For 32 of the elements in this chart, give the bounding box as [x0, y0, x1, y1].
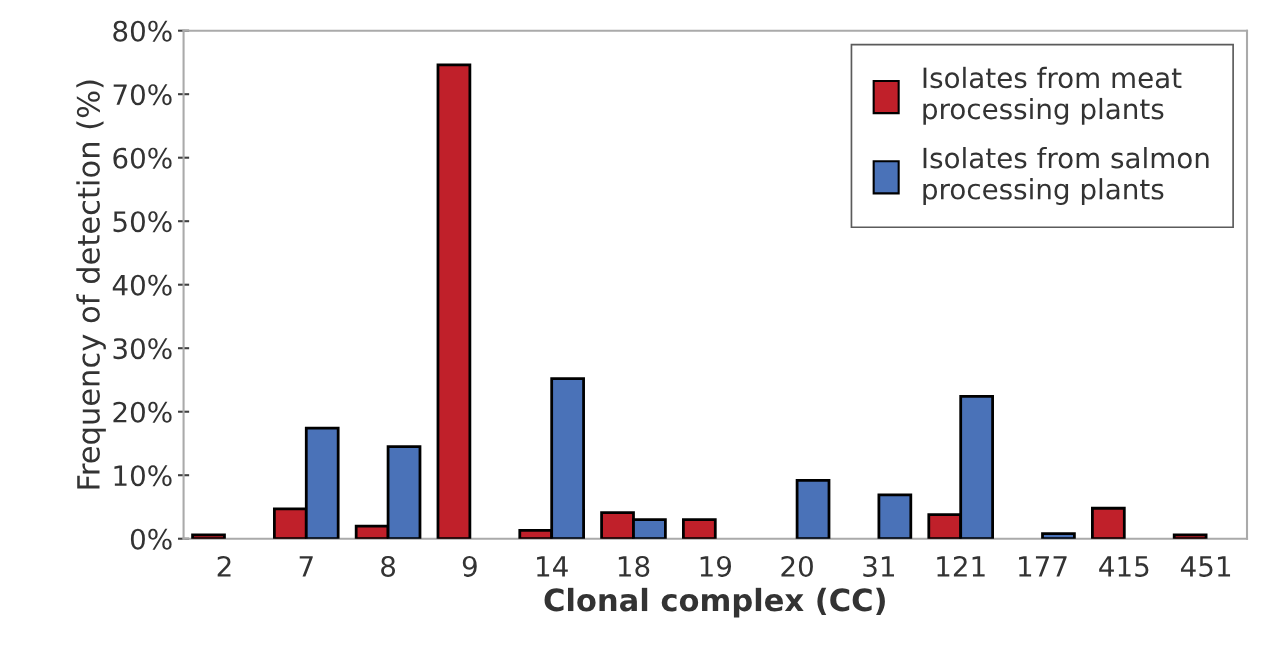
bar [1041, 532, 1076, 539]
y-tick-label: 60% [113, 147, 172, 169]
y-tick-label: 0% [130, 528, 172, 550]
x-tick-label: 18 [618, 555, 650, 577]
y-tick-label: 70% [113, 84, 172, 106]
x-tick-label: 415 [1099, 556, 1149, 577]
legend-label: Isolates from salmon processing plants [923, 147, 1209, 205]
x-tick-label: 14 [537, 556, 568, 577]
y-axis-title: Frequency of detection (%) [76, 80, 106, 489]
x-tick-label: 31 [863, 555, 894, 577]
x-tick-label: 2 [217, 555, 231, 577]
x-tick-label: 177 [1019, 556, 1067, 577]
y-tick-label: 30% [113, 338, 172, 360]
x-tick-label: 9 [462, 555, 477, 577]
y-tick-label: 50% [113, 211, 172, 233]
bar [682, 518, 717, 539]
bar [877, 493, 913, 539]
x-tick-label: 8 [381, 555, 396, 577]
legend-label: Isolates from meat processing plants [923, 66, 1182, 125]
y-tick-label: 80% [113, 20, 172, 42]
x-tick-label: 451 [1180, 556, 1231, 577]
bar [436, 63, 472, 539]
y-tick-label: 20% [113, 401, 172, 423]
x-tick-label: 20 [781, 555, 813, 577]
bar [1091, 506, 1126, 539]
bar [795, 478, 831, 539]
x-tick-label: 7 [299, 556, 313, 577]
x-tick-label: 19 [700, 555, 732, 577]
x-axis-title: Clonal complex (CC) [544, 587, 885, 618]
y-tick-label: 10% [114, 465, 172, 487]
x-tick-label: 121 [937, 555, 985, 577]
y-tick-label: 40% [112, 274, 172, 296]
